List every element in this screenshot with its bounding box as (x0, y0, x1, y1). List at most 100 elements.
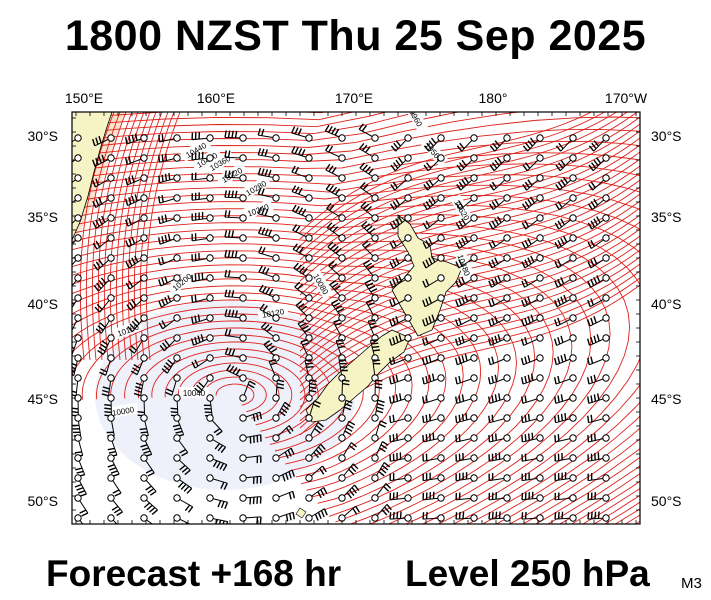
wind-barb (157, 233, 181, 245)
wind-barb (140, 454, 155, 477)
wind-barb (259, 303, 280, 322)
wind-barb (92, 194, 115, 209)
contour-line (299, 249, 640, 401)
wind-barb (338, 484, 360, 502)
wind-barb (455, 511, 478, 522)
wind-barb (239, 411, 263, 422)
wind-barb (206, 454, 228, 472)
wind-barb (173, 454, 191, 476)
wind-barb (72, 174, 82, 183)
wind-barb (325, 144, 346, 162)
wind-barb (97, 334, 115, 355)
wind-barb (272, 469, 295, 482)
wind-barb (521, 254, 544, 269)
stewart-island (295, 507, 307, 519)
wind-barb (224, 210, 247, 222)
wind-barb (158, 134, 181, 143)
contour-line (72, 257, 536, 523)
lat-label-left: 45°S (27, 391, 58, 407)
wind-barb (107, 434, 118, 458)
wind-barb (327, 241, 346, 262)
lon-label-bottom: 170°W (605, 538, 648, 540)
wind-barb (191, 233, 214, 242)
wind-barb (224, 230, 247, 242)
wind-barb (422, 432, 445, 443)
wind-barb (191, 294, 214, 303)
wind-barb (488, 492, 511, 502)
wind-barb (521, 274, 544, 288)
wind-barb (586, 354, 610, 366)
wind-barb (389, 393, 412, 404)
wind-barb (99, 354, 115, 376)
wind-barb (326, 222, 346, 242)
wind-barb (359, 162, 379, 182)
wind-barb (124, 194, 148, 207)
wind-barb (455, 412, 478, 424)
wind-barb (338, 399, 353, 422)
contour-line (72, 229, 611, 524)
contour-line (299, 242, 640, 394)
wind-barb (587, 254, 610, 269)
wind-barb (389, 414, 412, 424)
wind-barb (553, 374, 577, 385)
lat-label-right: 30°S (651, 128, 682, 144)
wind-barb (521, 472, 544, 482)
wind-barb (305, 421, 324, 442)
contour-line (72, 116, 640, 524)
wind-barb (125, 214, 148, 227)
wind-barb (128, 334, 148, 354)
wind-barb (488, 274, 511, 288)
wind-barb (588, 154, 610, 172)
wind-barb (329, 280, 346, 302)
wind-barb (191, 272, 214, 283)
wind-barb (554, 254, 577, 269)
contour-label: 10000 (107, 402, 139, 419)
wind-barb (72, 274, 82, 287)
wind-barb (554, 434, 577, 443)
wind-barb (257, 128, 280, 142)
wind-barb (521, 194, 544, 211)
wind-barb (587, 294, 610, 308)
wind-barb (390, 154, 412, 172)
wind-barb (326, 202, 346, 222)
wind-barb (224, 269, 247, 282)
wind-barb (305, 508, 328, 522)
wind-barb (72, 134, 82, 143)
wind-barb (291, 204, 313, 222)
wind-barb (159, 334, 181, 352)
wind-barb (358, 142, 379, 162)
lat-label-right: 50°S (651, 493, 682, 509)
wind-barb (455, 274, 478, 288)
wind-barb (305, 487, 328, 502)
wind-barb (587, 274, 610, 288)
wind-barb (224, 130, 247, 142)
wind-barb (72, 374, 82, 397)
wind-barb (294, 281, 313, 302)
contour-line (299, 112, 618, 247)
lon-label-bottom: 150°E (65, 538, 103, 540)
lon-label-top: 180° (479, 90, 508, 106)
contour-line (177, 362, 293, 426)
wind-barb (257, 207, 280, 222)
wind-barb (158, 314, 181, 330)
wind-barb (521, 294, 544, 308)
wind-barb (389, 214, 412, 230)
wind-barb (239, 514, 262, 524)
wind-barb (226, 364, 247, 382)
contour-line (115, 112, 151, 361)
svg-text:10000: 10000 (111, 405, 135, 418)
frame-ticks (72, 112, 640, 524)
contour-line (72, 140, 640, 524)
wind-barb (139, 414, 149, 437)
contour-line (79, 112, 115, 361)
wind-barb (335, 338, 346, 362)
wind-barb (520, 373, 544, 385)
wind-barb (488, 414, 511, 424)
wind-barb (333, 319, 346, 342)
wind-barb (521, 413, 544, 424)
wind-barb (587, 492, 610, 502)
wind-barb (191, 354, 214, 369)
wind-barb (258, 284, 280, 302)
wind-barb (293, 262, 313, 282)
contour-line (72, 174, 640, 524)
